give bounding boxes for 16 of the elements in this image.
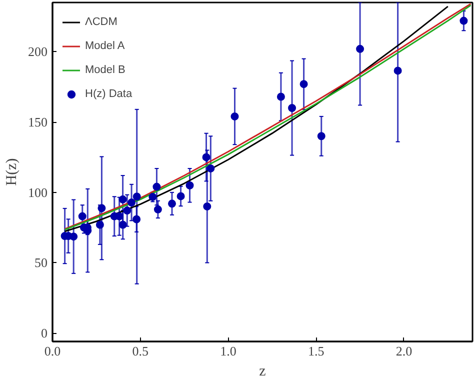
legend-label: H(z) Data bbox=[85, 88, 132, 100]
x-tick-label: 0.5 bbox=[132, 344, 148, 358]
x-tick-label: 0.0 bbox=[44, 344, 61, 358]
y-tick-label: 100 bbox=[28, 184, 48, 200]
legend-label: ΛCDM bbox=[85, 16, 118, 28]
x-tick-label: 1.0 bbox=[220, 344, 236, 358]
legend-label: Model A bbox=[85, 40, 125, 52]
legend-label: Model B bbox=[85, 64, 126, 76]
y-tick-label: 150 bbox=[28, 114, 48, 130]
y-axis-title: H(z) bbox=[4, 158, 20, 186]
x-tick-label: 2.0 bbox=[396, 344, 412, 358]
x-tick-label: 1.5 bbox=[308, 344, 324, 358]
y-tick-label: 0 bbox=[41, 326, 48, 341]
y-tick-label: 50 bbox=[34, 255, 48, 270]
y-tick-label: 200 bbox=[28, 44, 48, 60]
x-axis-title: z bbox=[259, 364, 266, 380]
